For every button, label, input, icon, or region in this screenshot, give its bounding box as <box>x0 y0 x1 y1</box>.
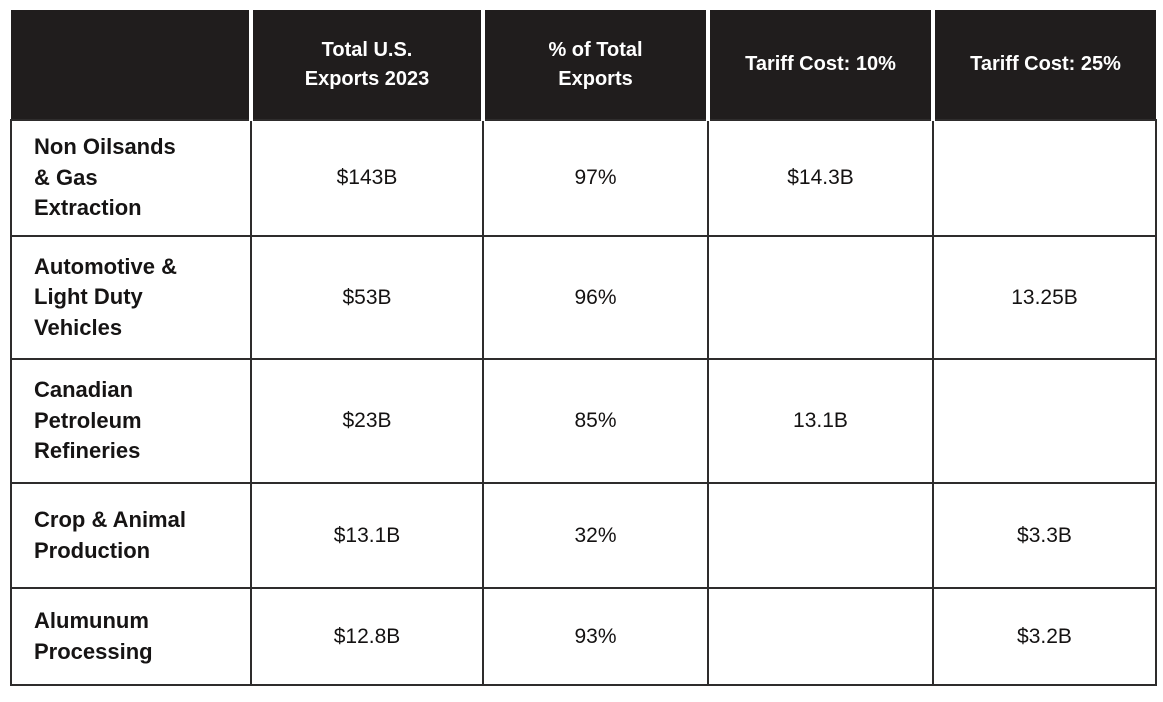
header-cell-total-us-exports-2023: Total U.S. Exports 2023 <box>251 10 485 121</box>
header-cell-empty <box>11 10 253 121</box>
cell-total-exports: $143B <box>250 119 484 237</box>
cell-pct-of-total: 85% <box>482 358 709 484</box>
row-label: Automotive & Light Duty Vehicles <box>10 235 252 360</box>
cell-tariff-10 <box>707 482 934 589</box>
cell-tariff-10 <box>707 587 934 686</box>
table-row: Automotive & Light Duty Vehicles $53B 96… <box>10 235 1157 360</box>
table-row: Crop & Animal Production $13.1B 32% $3.3… <box>10 482 1157 589</box>
table-row: Non Oilsands & Gas Extraction $143B 97% … <box>10 119 1157 237</box>
cell-total-exports: $13.1B <box>250 482 484 589</box>
row-label: Non Oilsands & Gas Extraction <box>10 119 252 237</box>
cell-total-exports: $53B <box>250 235 484 360</box>
header-cell-pct-of-total-exports: % of Total Exports <box>483 10 710 121</box>
cell-tariff-10: 13.1B <box>707 358 934 484</box>
cell-tariff-25: $3.3B <box>932 482 1157 589</box>
cell-total-exports: $12.8B <box>250 587 484 686</box>
table-header: Total U.S. Exports 2023 % of Total Expor… <box>11 10 1156 121</box>
cell-tariff-25: 13.25B <box>932 235 1157 360</box>
cell-tariff-10 <box>707 235 934 360</box>
header-cell-tariff-cost-25: Tariff Cost: 25% <box>933 10 1156 121</box>
row-label: Alumunum Processing <box>10 587 252 686</box>
row-label: Canadian Petroleum Refineries <box>10 358 252 484</box>
cell-tariff-25: $3.2B <box>932 587 1157 686</box>
cell-tariff-10: $14.3B <box>707 119 934 237</box>
header-row: Total U.S. Exports 2023 % of Total Expor… <box>11 10 1156 121</box>
row-label: Crop & Animal Production <box>10 482 252 589</box>
cell-pct-of-total: 96% <box>482 235 709 360</box>
table-row: Canadian Petroleum Refineries $23B 85% 1… <box>10 358 1157 484</box>
table-body: Non Oilsands & Gas Extraction $143B 97% … <box>10 119 1157 686</box>
header-cell-tariff-cost-10: Tariff Cost: 10% <box>708 10 935 121</box>
cell-pct-of-total: 97% <box>482 119 709 237</box>
cell-pct-of-total: 93% <box>482 587 709 686</box>
cell-tariff-25 <box>932 119 1157 237</box>
cell-tariff-25 <box>932 358 1157 484</box>
cell-total-exports: $23B <box>250 358 484 484</box>
tariff-cost-table: Total U.S. Exports 2023 % of Total Expor… <box>10 10 1157 686</box>
table-row: Alumunum Processing $12.8B 93% $3.2B <box>10 587 1157 686</box>
cell-pct-of-total: 32% <box>482 482 709 589</box>
